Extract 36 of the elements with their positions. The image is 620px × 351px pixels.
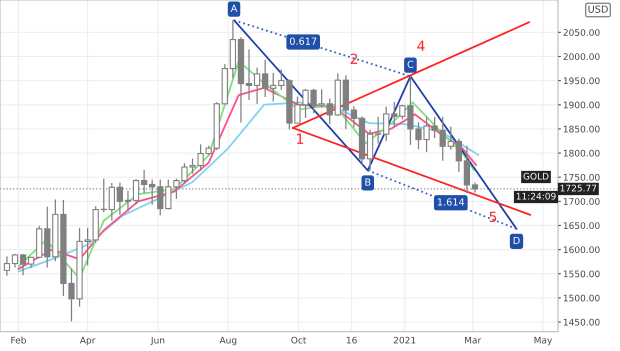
annotation: 1.614	[438, 198, 464, 206]
annotation: 5	[490, 212, 496, 222]
y-tick-label: 2000.00	[564, 53, 600, 60]
y-tick-label: 1950.00	[564, 77, 600, 84]
annotation: 11:24:09	[516, 192, 556, 200]
y-tick-label: 1900.00	[564, 102, 600, 108]
x-tick-label: Apr	[80, 336, 96, 346]
x-tick-label: May	[534, 336, 552, 346]
x-tick-label: 16	[346, 336, 357, 344]
x-tick-label: Feb	[11, 336, 26, 344]
ref-line-label: 1725.77	[560, 184, 596, 192]
annotation: 0.617	[290, 37, 316, 45]
annotation: B	[365, 178, 370, 186]
y-tick-label: 1450.00	[564, 318, 600, 326]
annotation: C	[408, 60, 414, 68]
y-tick-label: 1850.00	[564, 126, 600, 132]
annotation: D	[514, 236, 520, 244]
y-tick-label: 1550.00	[564, 270, 600, 278]
y-tick-label: 1600.00	[564, 246, 600, 254]
x-tick-label: Jun	[150, 336, 164, 346]
y-tick-label: 1750.00	[564, 174, 600, 181]
annotation: A	[230, 4, 238, 12]
x-tick-label: Mar	[465, 336, 482, 344]
y-tick-label: 1700.00	[564, 198, 600, 205]
x-tick-label: Oct	[291, 336, 306, 344]
annotation: GOLD	[523, 172, 549, 180]
y-tick-label: 2050.00	[564, 29, 600, 36]
y-tick-label: 1500.00	[564, 294, 600, 302]
annotation: 1	[297, 134, 304, 144]
x-tick-label: Aug	[220, 336, 236, 346]
annotation: 4	[417, 40, 425, 51]
y-tick-label: 1800.00	[564, 150, 600, 157]
x-tick-label: 2021	[394, 336, 416, 344]
annotation: 2	[350, 54, 358, 64]
text: USD	[588, 5, 608, 13]
y-tick-label: 1650.00	[564, 222, 600, 230]
